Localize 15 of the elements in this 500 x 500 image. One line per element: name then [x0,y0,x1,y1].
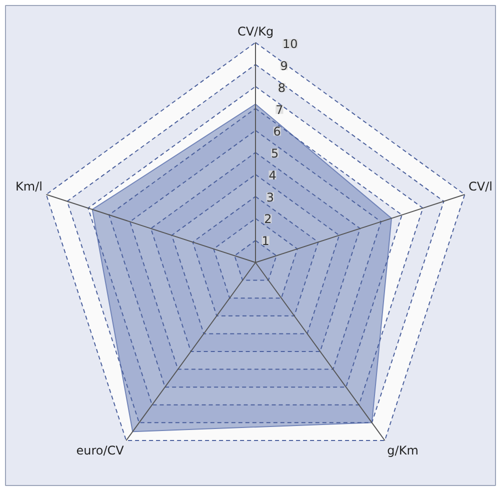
y-tick-label: 5 [271,146,279,161]
y-tick-label: 2 [264,212,272,226]
spoke-label: g/Km [387,444,418,458]
spoke-label: CV/Kg [237,24,274,38]
y-tick-label: 10 [282,37,298,52]
y-tick-label: 4 [268,168,276,182]
y-tick-label: 9 [280,59,288,74]
y-tick-label: 6 [273,124,281,139]
y-tick-label: 1 [262,234,270,248]
spoke-label: Km/l [16,179,42,194]
y-tick-label: 8 [278,80,286,95]
y-tick-label: 7 [276,102,284,117]
spoke-label: CV/l [468,179,493,194]
spoke-label: euro/CV [76,444,125,458]
y-tick-label: 3 [266,190,274,204]
